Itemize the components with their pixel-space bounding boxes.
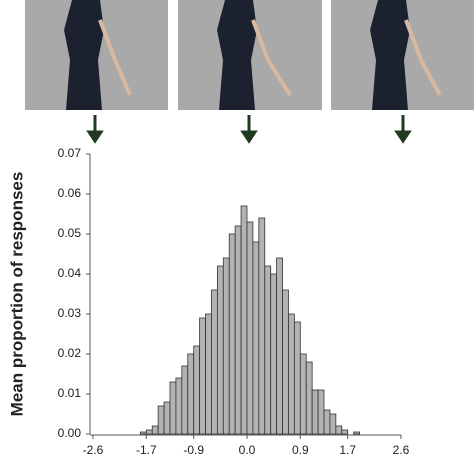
bar (311, 389, 319, 435)
bar (157, 405, 165, 435)
bar (264, 265, 272, 435)
bar (175, 377, 183, 435)
bar (211, 289, 218, 435)
bar (329, 413, 337, 435)
bar (276, 257, 283, 435)
arms (98, 19, 442, 97)
bar (193, 345, 201, 435)
bar (151, 425, 159, 435)
x-tick-label: 2.6 (393, 443, 410, 457)
y-tick-label: 0.02 (58, 346, 82, 360)
bar (258, 217, 266, 435)
bar (199, 317, 206, 435)
bar (240, 205, 248, 435)
x-tick-label: -1.7 (136, 443, 157, 457)
bar (317, 389, 325, 435)
x-tick-label: 0.9 (292, 443, 309, 457)
bar (323, 409, 331, 435)
bar (288, 313, 295, 435)
bar (222, 257, 230, 435)
y-tick-label: 0.04 (58, 266, 82, 280)
bar (299, 353, 307, 435)
bar (145, 429, 153, 435)
bar (282, 289, 289, 435)
arrows (86, 115, 412, 144)
bar (228, 233, 236, 435)
bar (234, 225, 242, 435)
y-tick-label: 0.05 (58, 226, 82, 240)
bar (169, 381, 177, 435)
y-tick-label: 0.00 (58, 426, 82, 440)
bar (341, 429, 349, 435)
bar (335, 425, 343, 435)
x-tick-label: 0.0 (239, 443, 256, 457)
bar (293, 321, 301, 435)
bar (246, 221, 254, 435)
y-tick-label: 0.03 (58, 306, 82, 320)
bar (205, 313, 212, 435)
bar (270, 273, 278, 435)
bar (216, 265, 224, 435)
bar (181, 365, 189, 435)
bar (187, 353, 195, 435)
bar (305, 361, 313, 435)
x-tick-label: -2.6 (83, 443, 104, 457)
y-tick-label: 0.01 (58, 386, 82, 400)
bar (353, 431, 360, 435)
y-axis-label: Mean proportion of responses (7, 172, 26, 417)
photos (25, 0, 474, 110)
bar (252, 241, 260, 435)
figure (64, 0, 410, 110)
x-tick-label: -0.9 (183, 443, 204, 457)
y-tick-label: 0.06 (58, 186, 82, 200)
y-tick-label: 0.07 (58, 146, 82, 160)
bar (163, 401, 171, 435)
bar (139, 431, 147, 435)
x-tick-label: 1.7 (339, 443, 356, 457)
